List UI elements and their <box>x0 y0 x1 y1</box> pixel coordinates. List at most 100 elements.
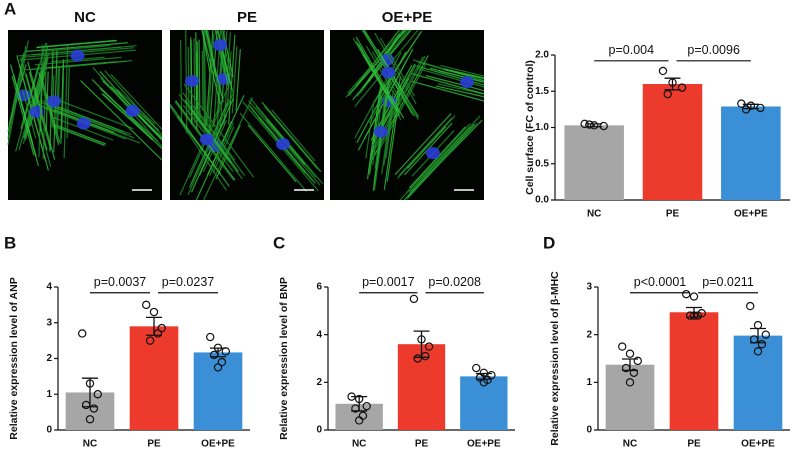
nucleus <box>275 138 290 151</box>
fiber <box>383 99 394 166</box>
error-bar <box>82 377 98 408</box>
data-point <box>213 363 223 372</box>
data-point <box>749 335 759 344</box>
data-point <box>585 120 594 129</box>
fiber <box>203 97 254 201</box>
nucleus <box>185 74 200 87</box>
bar <box>605 364 655 430</box>
p-value: p=0.0208 <box>428 275 481 289</box>
fiber <box>376 62 427 154</box>
y-tick-label: 0.0 <box>535 195 549 206</box>
fiber <box>201 29 222 105</box>
fiber <box>10 64 40 167</box>
fiber <box>21 89 37 139</box>
p-value: p=0.004 <box>609 43 655 57</box>
panel-letter: A <box>4 0 16 18</box>
x-tick-label: PE <box>666 209 680 220</box>
fiber <box>231 46 238 114</box>
fiber <box>66 65 70 139</box>
nucleus <box>380 53 395 66</box>
data-point <box>737 99 746 108</box>
x-tick-label: PE <box>147 439 161 450</box>
data-point <box>78 329 87 338</box>
data-point <box>413 354 422 363</box>
fiber <box>357 43 400 113</box>
data-point <box>658 66 668 76</box>
x-tick-label: OE+PE <box>741 439 775 450</box>
y-tick-label: 0 <box>316 425 322 436</box>
bar <box>733 335 783 430</box>
fiber <box>398 117 453 176</box>
nucleus <box>199 133 214 146</box>
data-point <box>93 390 102 399</box>
data-point <box>753 320 763 330</box>
fiber <box>406 123 471 193</box>
fiber <box>220 29 232 77</box>
panel-letter: B <box>4 233 16 252</box>
image-label: OE+PE <box>382 9 432 26</box>
data-point <box>625 378 635 387</box>
fiber <box>374 32 417 105</box>
y-axis-label: Cell surface (FC of control) <box>524 60 536 195</box>
data-point <box>347 392 356 401</box>
fiber <box>271 109 316 162</box>
fiber <box>425 75 485 92</box>
fiber <box>408 127 445 167</box>
fiber <box>201 50 204 111</box>
fiber <box>37 39 117 48</box>
data-point <box>761 330 770 339</box>
data-point <box>746 301 755 311</box>
nucleus <box>76 117 91 130</box>
panel-letter: C <box>273 233 285 252</box>
fiber <box>182 92 246 176</box>
fiber <box>183 83 255 178</box>
data-point <box>756 103 765 113</box>
fiber <box>406 122 478 200</box>
fiber <box>261 101 322 173</box>
data-point <box>693 311 703 320</box>
data-point <box>599 121 608 131</box>
fiber <box>385 107 394 159</box>
fiber <box>38 44 43 157</box>
image-label: NC <box>74 9 96 26</box>
fiber <box>235 49 241 111</box>
y-tick-label: 1.5 <box>535 86 549 97</box>
nucleus <box>213 39 228 52</box>
panel-letter: D <box>543 233 555 252</box>
fiber <box>169 103 230 187</box>
data-point <box>668 78 677 87</box>
data-point <box>618 342 627 351</box>
x-tick-label: OE+PE <box>467 439 501 450</box>
p-value: p=0.0096 <box>687 43 740 57</box>
data-point <box>741 105 751 114</box>
y-tick-label: 2 <box>586 329 592 340</box>
nucleus <box>373 125 388 138</box>
fiber <box>216 29 227 73</box>
fiber <box>362 53 393 104</box>
fiber <box>206 29 217 78</box>
y-tick-label: 3 <box>46 317 52 328</box>
fiber <box>198 39 201 123</box>
y-tick-label: 3 <box>586 282 592 293</box>
p-value: p=0.0037 <box>94 275 147 289</box>
data-point <box>629 368 639 377</box>
x-tick-label: PE <box>415 439 429 450</box>
y-tick-label: 6 <box>316 282 322 293</box>
data-point <box>221 347 230 356</box>
data-point <box>689 311 699 320</box>
y-tick-label: 2 <box>316 377 322 388</box>
error-bar <box>742 103 759 110</box>
data-point <box>81 400 91 410</box>
data-point <box>217 357 227 367</box>
fiber <box>11 75 35 156</box>
bar <box>721 106 781 200</box>
fiber <box>204 29 221 96</box>
fiber <box>348 29 406 96</box>
y-tick-label: 2 <box>46 353 52 364</box>
fiber <box>101 93 154 141</box>
data-point <box>417 335 426 344</box>
data-point <box>354 416 364 425</box>
fiber <box>365 101 375 159</box>
x-tick-label: NC <box>83 439 97 450</box>
